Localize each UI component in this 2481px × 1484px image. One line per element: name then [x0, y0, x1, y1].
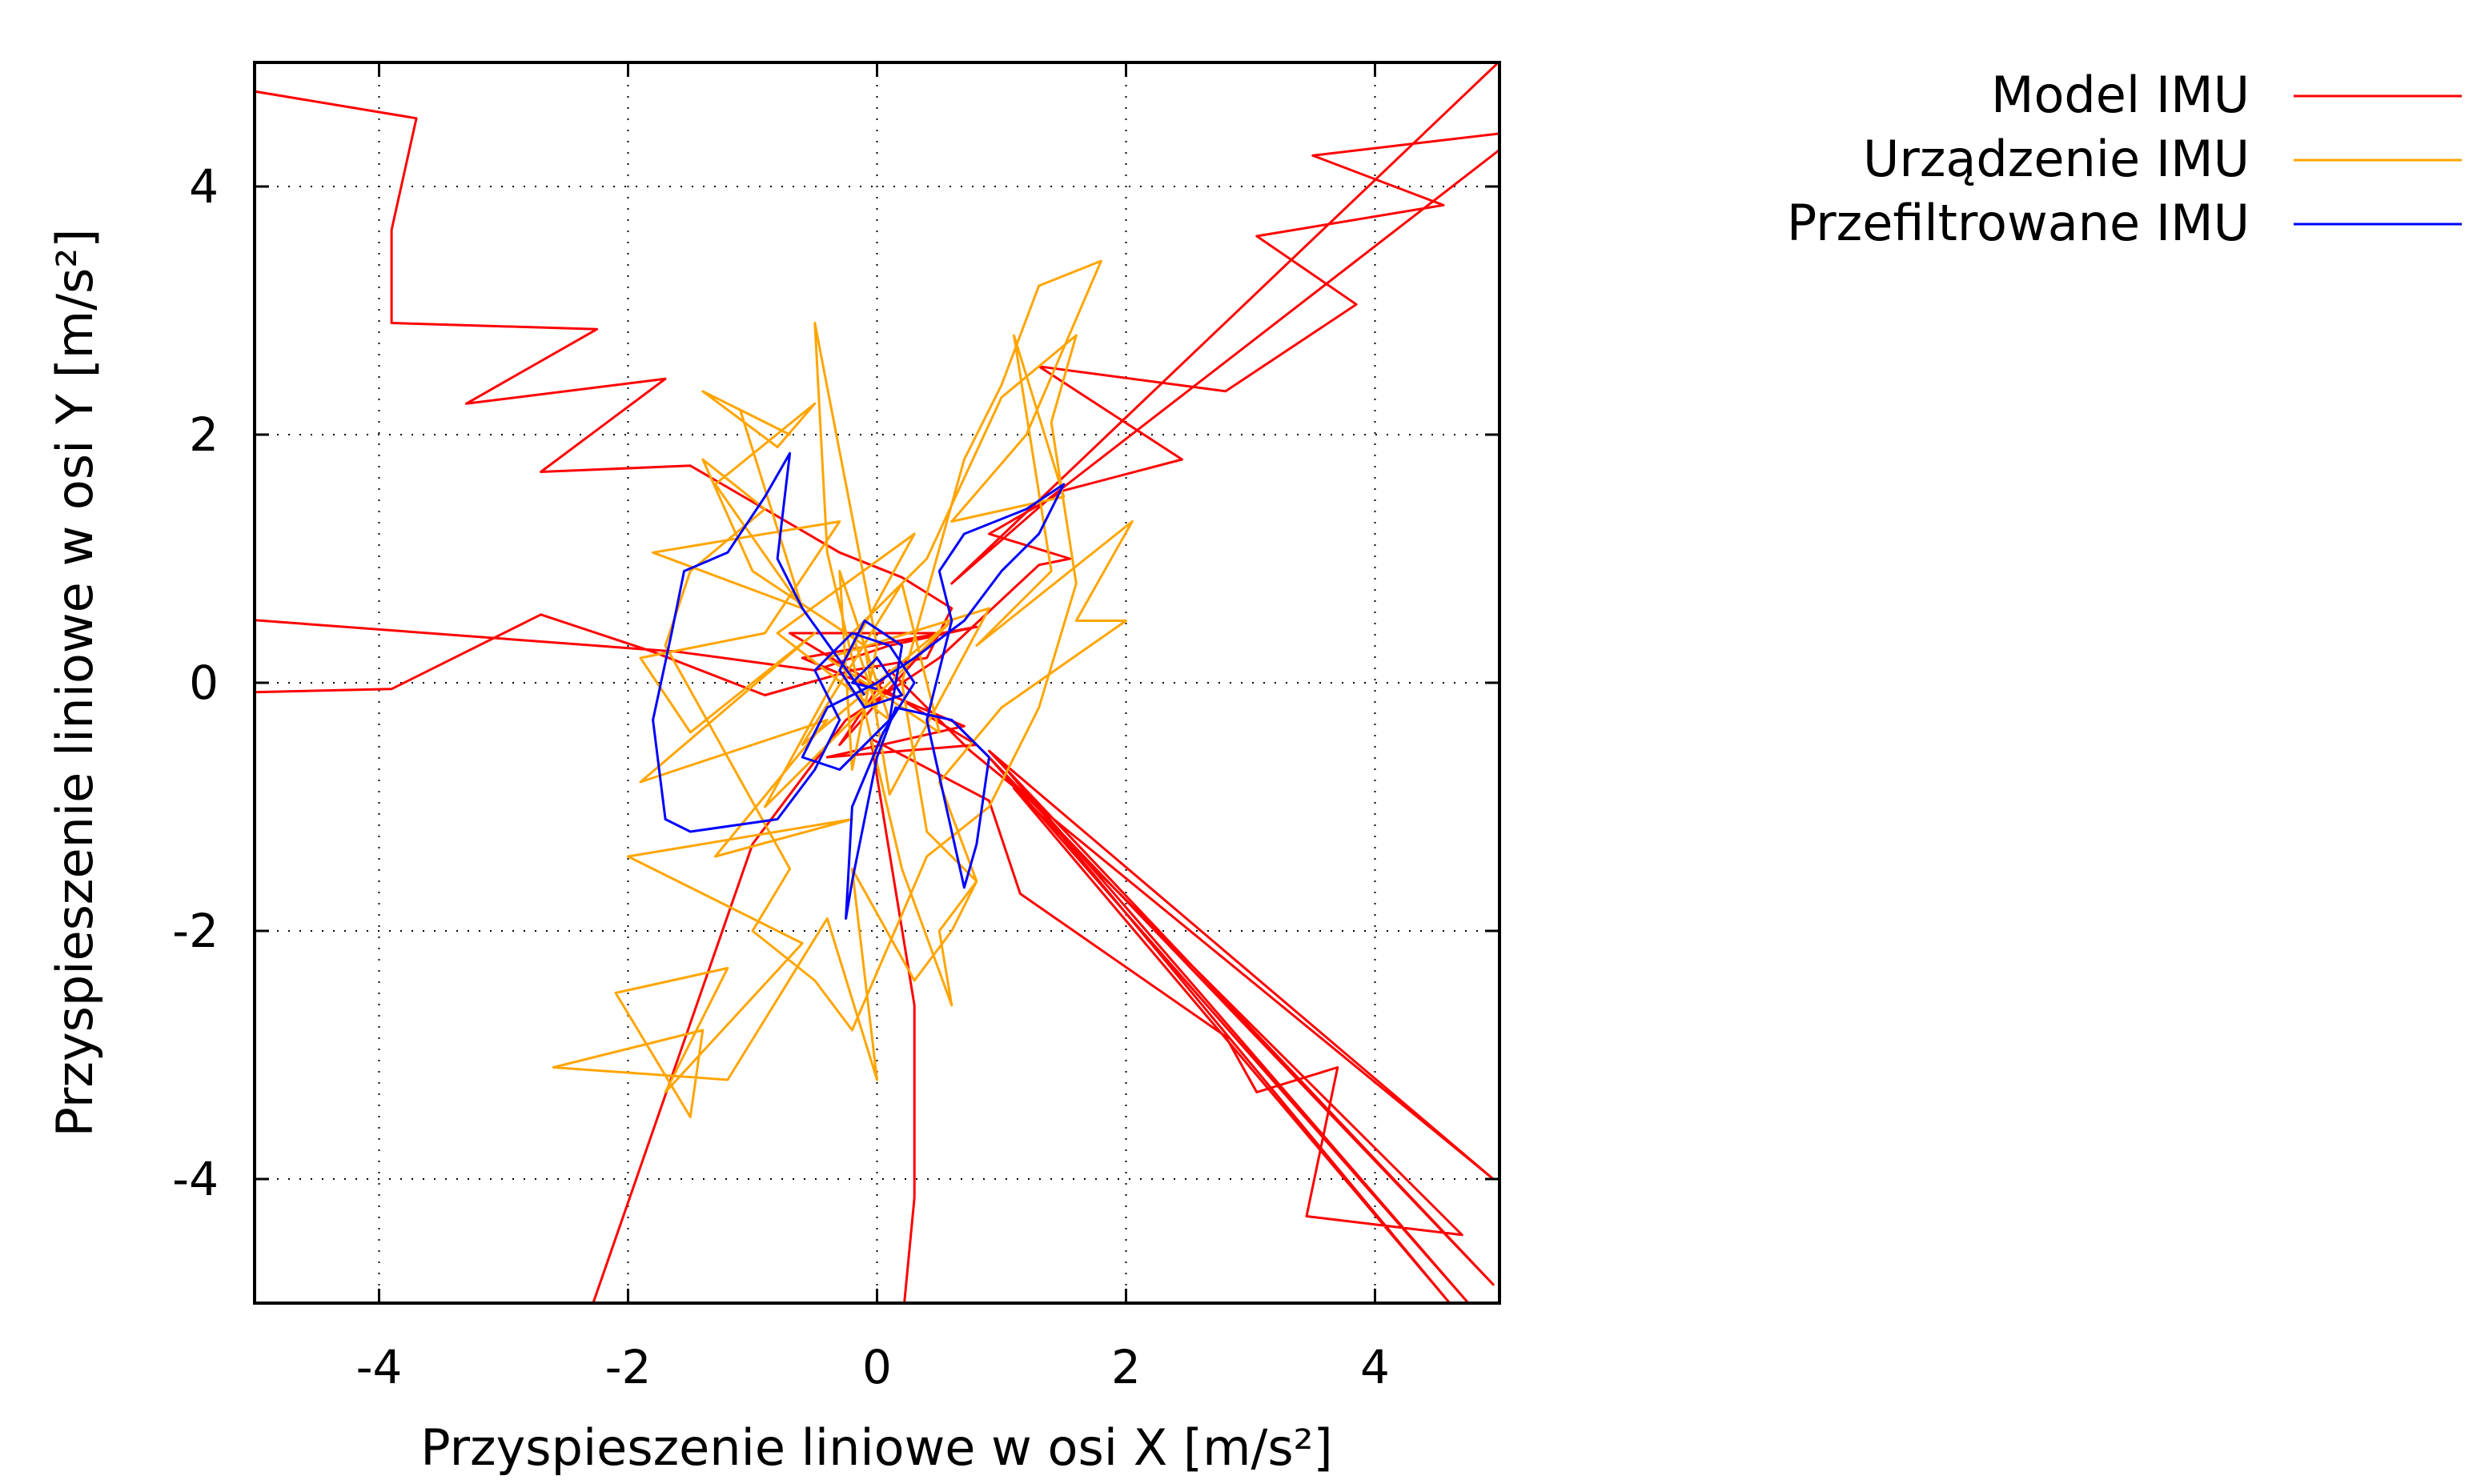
y-tick-label: -4	[172, 1152, 219, 1206]
x-tick-label: 2	[1111, 1340, 1141, 1394]
y-tick-label: 4	[189, 159, 219, 214]
x-tick-label: -4	[356, 1340, 403, 1394]
legend: Model IMU Urządzenie IMU Przefiltrowane IM…	[1787, 66, 2462, 252]
x-axis-title: Przyspieszenie liniowe w osi X [m/s²]	[420, 1418, 1332, 1477]
axis-ticks: -4 -2 0 2 4 -4 -2 0 2 4	[172, 62, 1499, 1394]
legend-label: Urządzenie IMU	[1863, 130, 2250, 188]
series-line-1	[255, 62, 1499, 1303]
y-tick-label: 0	[189, 656, 219, 710]
y-axis-title: Przyspieszenie liniowe w osi Y [m/s²]	[46, 229, 104, 1137]
y-tick-label: 2	[189, 407, 219, 462]
series-line-3	[652, 451, 1066, 920]
legend-label: Przefiltrowane IMU	[1787, 194, 2250, 252]
plot-series	[255, 62, 1499, 1303]
y-tick-label: -2	[172, 904, 219, 958]
x-tick-label: 4	[1360, 1340, 1390, 1394]
x-tick-label: -2	[605, 1340, 652, 1394]
series-line-2	[552, 259, 1134, 1118]
x-tick-label: 0	[862, 1340, 892, 1394]
legend-label: Model IMU	[1991, 66, 2250, 124]
